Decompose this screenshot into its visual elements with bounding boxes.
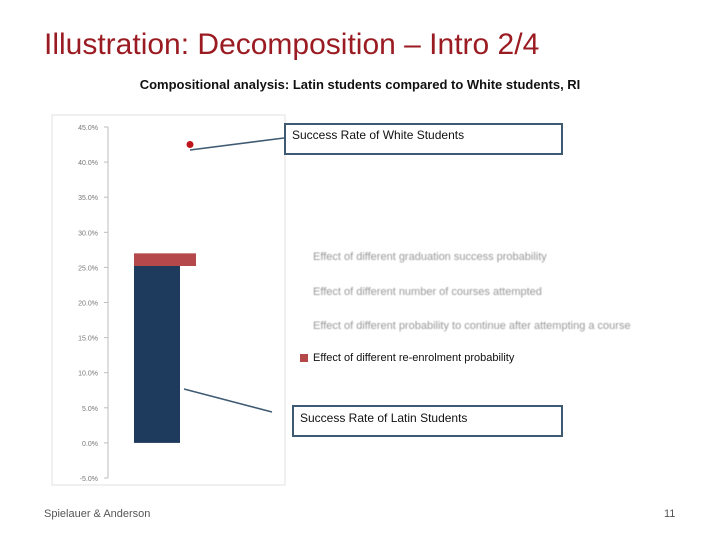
legend-label: Effect of different probability to conti… [313,320,631,332]
y-tick-label: 45.0% [78,125,98,132]
callout-latin-label: Success Rate of Latin Students [300,411,468,425]
legend-item: Effect of different number of courses at… [300,286,542,298]
legend-swatch [300,354,308,363]
legend-label: Effect of different number of courses at… [313,286,542,298]
y-tick-label: 40.0% [78,160,98,167]
footer-author: Spielauer & Anderson [44,508,151,520]
plot-area-frame [51,114,286,486]
y-tick-label: 15.0% [78,336,98,343]
y-tick-label: 20.0% [78,301,98,308]
y-tick-label: 5.0% [82,406,98,413]
y-tick-label: 25.0% [78,265,98,272]
legend-label: Effect of different graduation success p… [313,251,547,263]
page-number: 11 [664,508,676,520]
slide-title: Illustration: Decomposition – Intro 2/4 [44,28,540,61]
callout-white-label: Success Rate of White Students [292,128,465,142]
legend-item: Effect of different graduation success p… [300,251,547,263]
legend-swatch [300,253,308,261]
y-tick-label: 10.0% [78,371,98,378]
y-tick-label: -5.0% [80,476,98,483]
legend-label: Effect of different re-enrolment probabi… [313,352,515,364]
legend-swatch [300,288,308,296]
bar-reenrolment-effect [134,253,196,266]
bar-latin-students [134,265,180,443]
marker-white-students [186,140,194,148]
y-tick-label: 35.0% [78,195,98,202]
callout-latin-students: Success Rate of Latin Students [292,405,563,437]
callout-white-students: Success Rate of White Students [284,123,563,155]
y-tick-label: 0.0% [82,441,98,448]
connector-latin-callout [183,388,273,413]
connector-white-callout [189,137,285,151]
legend-item: Effect of different re-enrolment probabi… [300,352,514,364]
legend-swatch [300,322,308,330]
legend-item: Effect of different probability to conti… [300,320,631,332]
y-tick-label: 30.0% [78,230,98,237]
chart-title: Compositional analysis: Latin students c… [139,77,581,92]
